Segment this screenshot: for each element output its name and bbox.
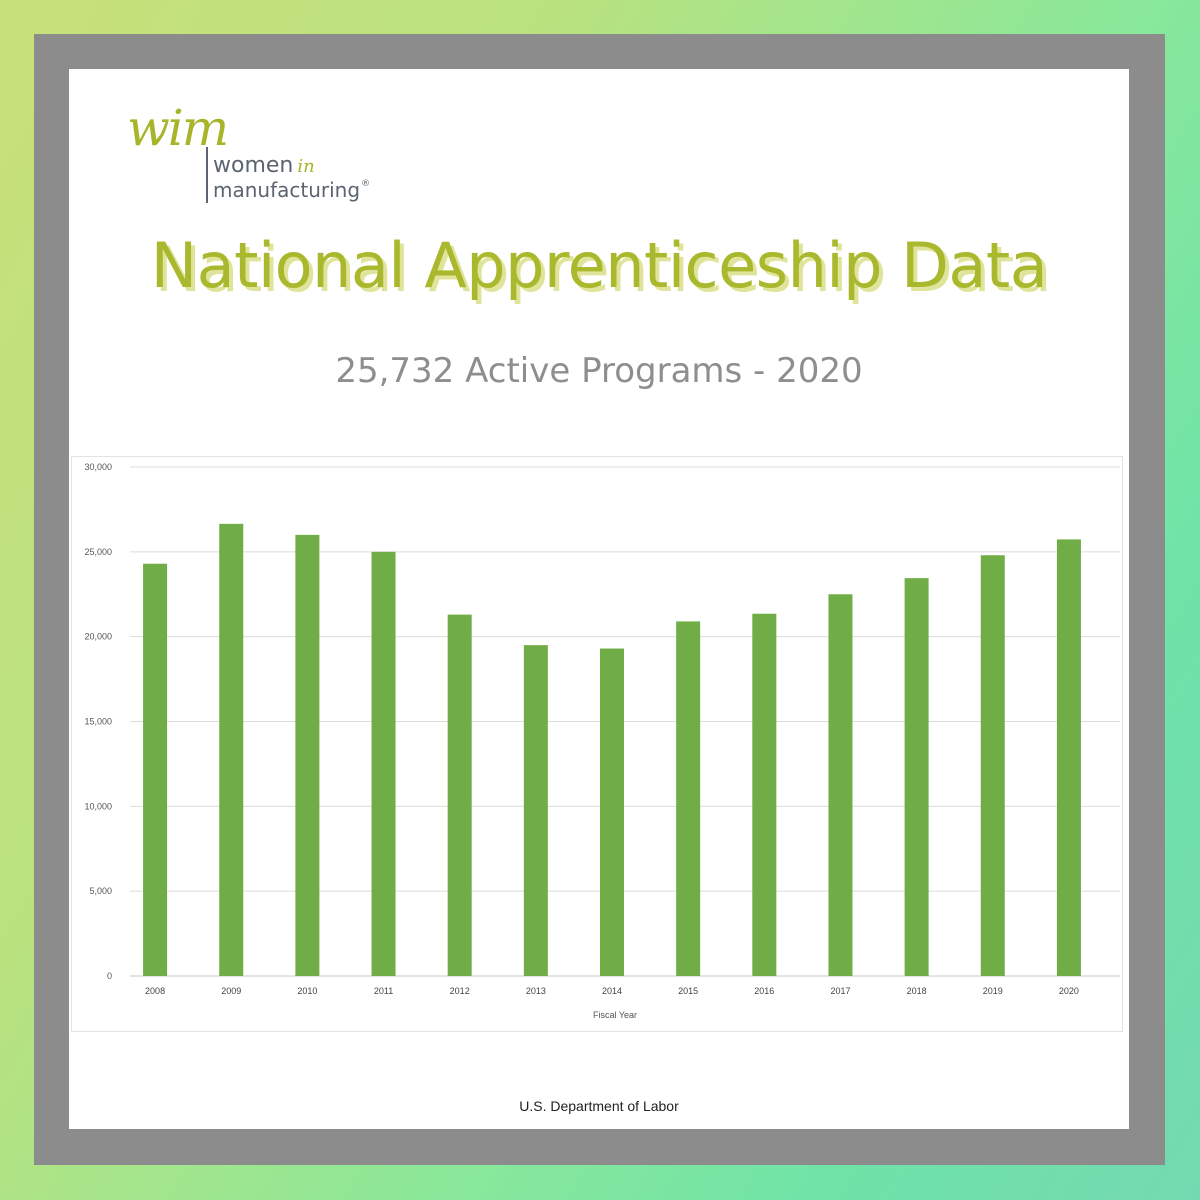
bar [371, 551, 396, 976]
x-tick-label: 2013 [526, 986, 546, 996]
logo-divider [206, 147, 208, 203]
bar [752, 613, 777, 976]
bar [143, 563, 168, 976]
logo-in-text: in [297, 156, 315, 177]
y-tick-label: 30,000 [84, 462, 112, 472]
x-tick-label: 2016 [754, 986, 774, 996]
x-tick-label: 2011 [374, 986, 393, 996]
y-tick-label: 20,000 [84, 632, 112, 642]
x-axis-title: Fiscal Year [593, 1010, 637, 1020]
y-tick-label: 10,000 [84, 801, 112, 811]
logo-manufacturing-text: manufacturing [213, 178, 361, 202]
source-credit: U.S. Department of Labor [519, 1098, 679, 1114]
bar-chart: 0 5,000 10,000 15,000 20,000 25,000 30,000 2008… [84, 462, 1120, 1020]
x-tick-label: 2020 [1059, 986, 1079, 996]
logo-women-text: women [213, 153, 294, 178]
bar [295, 534, 320, 976]
x-tick-label: 2008 [145, 986, 165, 996]
bar [600, 648, 624, 976]
bar [1056, 539, 1081, 976]
x-tick-label: 2018 [907, 986, 927, 996]
bar [219, 523, 244, 976]
x-tick-label: 2012 [450, 986, 470, 996]
page-subtitle: 25,732 Active Programs - 2020 [335, 351, 863, 391]
x-tick-label: 2010 [297, 986, 317, 996]
chart-container: 0 5,000 10,000 15,000 20,000 25,000 30,000 2008… [71, 456, 1123, 1032]
y-tick-label: 15,000 [84, 717, 112, 727]
y-tick-label: 0 [107, 971, 112, 981]
x-tick-label: 2014 [602, 986, 622, 996]
wim-logo: wim women in manufacturing® [127, 99, 371, 213]
y-tick-label: 5,000 [89, 886, 112, 896]
y-tick-label: 25,000 [84, 547, 112, 557]
page-title: National Apprenticeship Data [150, 229, 1048, 302]
bar [828, 594, 853, 976]
x-tick-label: 2017 [830, 986, 850, 996]
x-tick-label: 2009 [221, 986, 241, 996]
logo-wim-mark: wim [127, 99, 229, 157]
logo-line-women: women in [213, 155, 315, 177]
bar [523, 645, 548, 976]
content-card: wim women in manufacturing® National Appr… [69, 69, 1129, 1129]
logo-registered-mark: ® [361, 179, 371, 189]
logo-line-manufacturing: manufacturing® [213, 178, 371, 202]
bar [904, 578, 929, 976]
x-tick-label: 2015 [678, 986, 698, 996]
x-tick-label: 2019 [983, 986, 1003, 996]
bar [447, 614, 472, 976]
bar [676, 621, 701, 976]
bar [980, 555, 1005, 976]
